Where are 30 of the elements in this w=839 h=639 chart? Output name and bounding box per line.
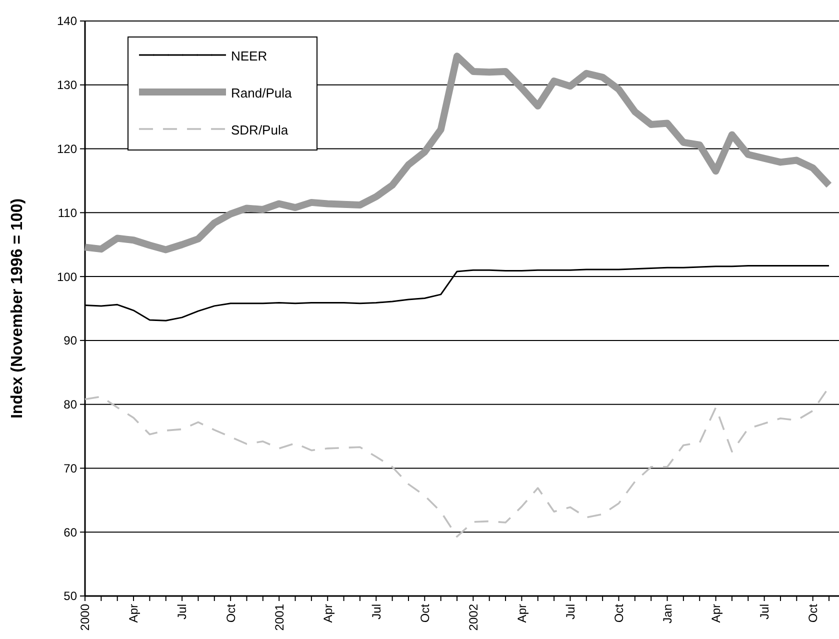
y-tick-label: 70: [64, 461, 78, 476]
x-tick-label: Jul: [563, 604, 578, 620]
x-tick-label: Oct: [418, 603, 432, 623]
y-tick-label: 80: [64, 398, 78, 412]
x-tick-label: Apr: [320, 604, 335, 623]
x-tick-label: Oct: [806, 603, 820, 623]
x-tick-label: 2002: [466, 604, 480, 631]
y-axis-title: Index (November 1996 = 100): [9, 198, 26, 419]
y-tick-label: 100: [56, 270, 78, 284]
x-tick-label: Jul: [369, 604, 384, 620]
y-tick-label: 60: [64, 525, 78, 540]
x-tick-label: Apr: [708, 604, 723, 623]
x-tick-label: Jul: [175, 604, 190, 620]
x-tick-label: Oct: [224, 603, 238, 623]
legend-label: NEER: [231, 48, 268, 64]
y-tick-label: 50: [64, 589, 78, 604]
x-tick-label: 2001: [272, 604, 286, 631]
y-tick-label: 110: [58, 206, 78, 220]
x-tick-label: 2000: [78, 604, 92, 631]
y-tick-label: 90: [64, 334, 78, 348]
x-tick-label: Apr: [514, 604, 529, 623]
legend-label: SDR/Pula: [231, 122, 289, 138]
legend-label: Rand/Pula: [231, 86, 292, 101]
y-tick-label: 120: [56, 142, 78, 156]
y-tick-label: 130: [56, 78, 78, 92]
x-tick-label: Jan: [660, 604, 674, 624]
x-tick-label: Jul: [758, 604, 772, 620]
x-tick-label: Apr: [126, 604, 141, 623]
x-tick-label: Oct: [612, 603, 626, 623]
y-tick-label: 140: [56, 14, 78, 28]
